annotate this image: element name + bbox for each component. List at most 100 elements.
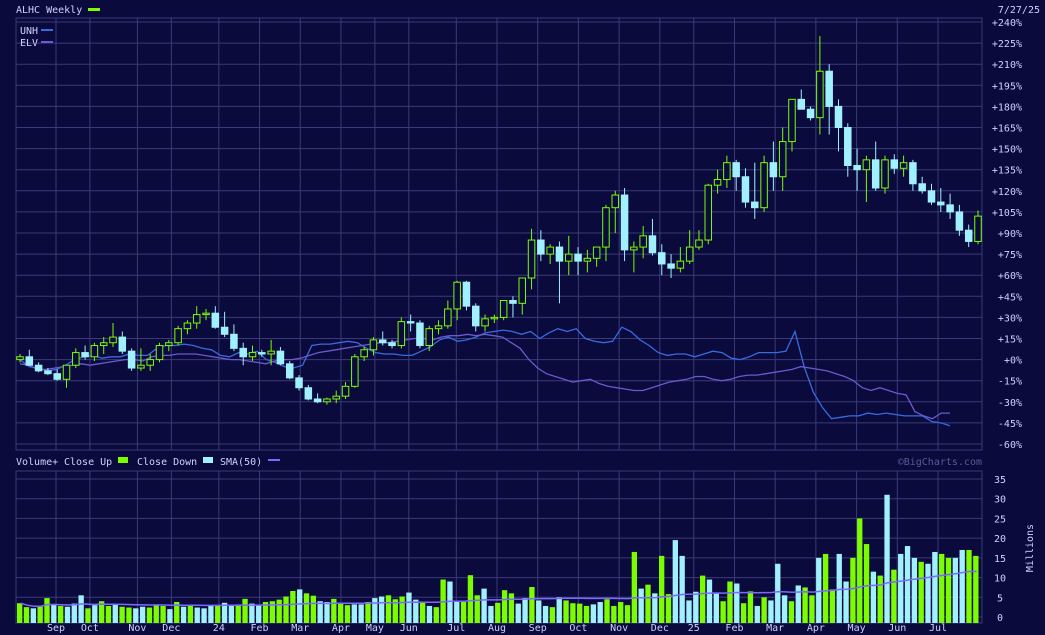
volume-bar: [843, 581, 849, 623]
price-tick-label: +0%: [1004, 356, 1022, 367]
volume-bar: [583, 605, 590, 623]
price-tick-label: +135%: [992, 166, 1022, 177]
volume-bar: [802, 587, 808, 623]
candle-body: [723, 162, 731, 181]
volume-bar: [256, 605, 262, 623]
volume-bar: [809, 595, 815, 623]
x-axis-labels: Sep Oct Nov Dec 24 Feb Mar Apr May Jun Jul Aug Sep Oc…: [47, 623, 947, 634]
candle-body: [174, 328, 182, 344]
candle-body: [258, 352, 266, 355]
volume-bar: [174, 602, 180, 623]
volume-bar: [822, 553, 829, 623]
volume-bar: [734, 583, 740, 623]
volume-bar: [495, 602, 501, 623]
volume-bar: [597, 602, 603, 623]
candle-body: [881, 159, 889, 189]
x-tick-label: Oct: [569, 623, 587, 634]
candle-body: [16, 356, 24, 361]
candle-body: [704, 184, 713, 241]
x-tick-label: Mar: [766, 623, 784, 634]
close-up-swatch: [118, 457, 128, 463]
candle-body: [648, 235, 657, 254]
candle-body: [685, 246, 694, 262]
volume-bar: [618, 602, 624, 623]
candle-body: [62, 364, 71, 380]
volume-bar: [474, 595, 480, 623]
volume-bar: [740, 603, 747, 623]
volume-bar: [242, 598, 248, 623]
volume-bar: [139, 606, 146, 623]
chart-date: 7/27/25: [998, 5, 1040, 16]
x-tick-label: Jul: [929, 623, 947, 634]
candle-body: [741, 176, 750, 203]
candle-body: [211, 312, 220, 328]
volume-bar: [447, 581, 453, 623]
volume-bar: [727, 581, 733, 623]
candle-body: [964, 229, 973, 242]
candle-body: [34, 364, 43, 372]
volume-tick-label: 5: [997, 593, 1003, 604]
price-tick-label: +225%: [992, 39, 1022, 50]
volume-bar: [816, 557, 822, 623]
candle-body: [425, 328, 433, 347]
candle-body: [137, 364, 145, 369]
volume-bar: [781, 595, 788, 623]
price-tick-label: +150%: [992, 145, 1022, 156]
candle-body: [816, 70, 824, 119]
x-tick-label: Nov: [128, 623, 146, 634]
candle-body: [574, 253, 582, 262]
volume-bar: [303, 593, 310, 623]
volume-bar: [249, 603, 255, 623]
volume-bar: [529, 587, 535, 623]
volume-bar: [338, 602, 344, 623]
price-tick-label: +45%: [998, 292, 1022, 303]
price-tick-label: +30%: [998, 313, 1022, 324]
volume-bar: [153, 604, 159, 623]
price-tick-label: +15%: [998, 335, 1022, 346]
volume-bar: [549, 607, 556, 623]
price-grid: [16, 18, 982, 450]
candle-body: [537, 239, 545, 255]
volume-bar: [945, 557, 952, 623]
volume-bar: [932, 551, 938, 623]
candle-body: [527, 239, 536, 279]
volume-bar: [775, 563, 781, 623]
candle-body: [592, 246, 601, 259]
volume-bar: [71, 603, 77, 623]
comparison-lines: [19, 326, 951, 427]
candle-body: [360, 349, 368, 358]
volume-bar: [290, 590, 296, 623]
volume-bar: [959, 549, 965, 623]
candle-body: [155, 345, 164, 361]
volume-bar: [365, 602, 371, 623]
x-tick-label: Feb: [725, 623, 743, 634]
volume-bar: [857, 518, 863, 623]
candle-body: [127, 350, 136, 369]
x-tick-label: 24: [213, 623, 225, 634]
volume-bar: [836, 553, 842, 623]
candle-body: [620, 194, 629, 251]
candle-body: [285, 363, 294, 379]
candle-body: [81, 352, 89, 358]
volume-bar: [720, 601, 726, 623]
close-down-label: Close Down: [137, 457, 197, 468]
candle-body: [183, 322, 192, 330]
candle-body: [165, 342, 173, 347]
price-tick-label: +105%: [992, 208, 1022, 219]
x-tick-label: Sep: [529, 623, 547, 634]
price-tick-label: +210%: [992, 60, 1022, 71]
volume-bar: [413, 599, 419, 623]
volume-tick-label: 20: [994, 534, 1006, 545]
candle-body: [220, 326, 229, 335]
candle-body: [99, 342, 108, 347]
volume-bar: [542, 605, 549, 623]
candle-body: [927, 190, 936, 203]
price-tick-label: -15%: [998, 377, 1022, 388]
x-tick-label: Nov: [610, 623, 628, 634]
volume-bar: [235, 604, 241, 623]
candle-body: [248, 352, 257, 358]
candle-body: [890, 159, 899, 169]
candle-body: [462, 281, 471, 307]
volume-tick-label: 25: [994, 514, 1006, 525]
volume-bar: [406, 592, 412, 623]
